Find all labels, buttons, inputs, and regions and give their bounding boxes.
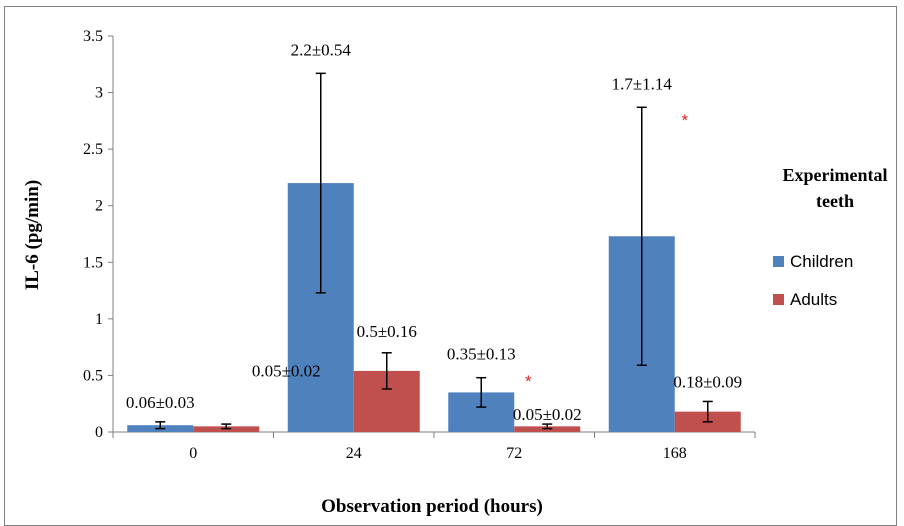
y-tick-label: 1.5: [83, 254, 103, 271]
legend-label-children: Children: [790, 252, 853, 271]
y-axis-title: IL-6 (pg/min): [22, 180, 43, 290]
legend-title-line-2: teeth: [816, 191, 854, 211]
significance-star: *: [681, 111, 688, 130]
y-tick-label: 3: [95, 85, 103, 102]
y-tick-label: 1: [95, 311, 103, 328]
y-tick-label: 0: [95, 424, 103, 441]
x-axis: 0 24 72 168: [113, 432, 755, 462]
data-label-children-0: 0.06±0.03: [126, 393, 195, 412]
data-label-children-168: 1.7±1.14: [612, 74, 673, 93]
x-axis-title: Observation period (hours): [321, 496, 543, 517]
legend: Experimental teeth Children Adults: [773, 165, 888, 309]
y-tick-label: 0.5: [83, 367, 103, 384]
y-axis: 0 0.5 1 1.5 2 2.5 3 3.5: [83, 28, 113, 441]
data-label-adults-72: 0.05±0.02: [513, 405, 582, 424]
x-tick-label: 72: [506, 445, 522, 462]
x-tick-label: 0: [189, 445, 197, 462]
y-tick-label: 3.5: [83, 28, 103, 45]
legend-label-adults: Adults: [790, 290, 837, 309]
legend-swatch-adults: [773, 294, 784, 305]
y-tick-label: 2.5: [83, 141, 103, 158]
data-label-adults-24: 0.5±0.16: [357, 322, 417, 341]
bars-group: [127, 183, 741, 432]
data-label-adults-0: 0.05±0.02: [252, 361, 321, 380]
x-tick-label: 24: [346, 445, 362, 462]
y-tick-label: 2: [95, 198, 103, 215]
legend-swatch-children: [773, 256, 784, 267]
legend-title-line-1: Experimental: [783, 165, 888, 185]
data-label-adults-168: 0.18±0.09: [673, 372, 742, 391]
data-label-children-72: 0.35±0.13: [447, 345, 516, 364]
data-label-children-24: 2.2±0.54: [291, 40, 352, 59]
significance-star: *: [525, 372, 532, 391]
x-tick-label: 168: [663, 445, 687, 462]
